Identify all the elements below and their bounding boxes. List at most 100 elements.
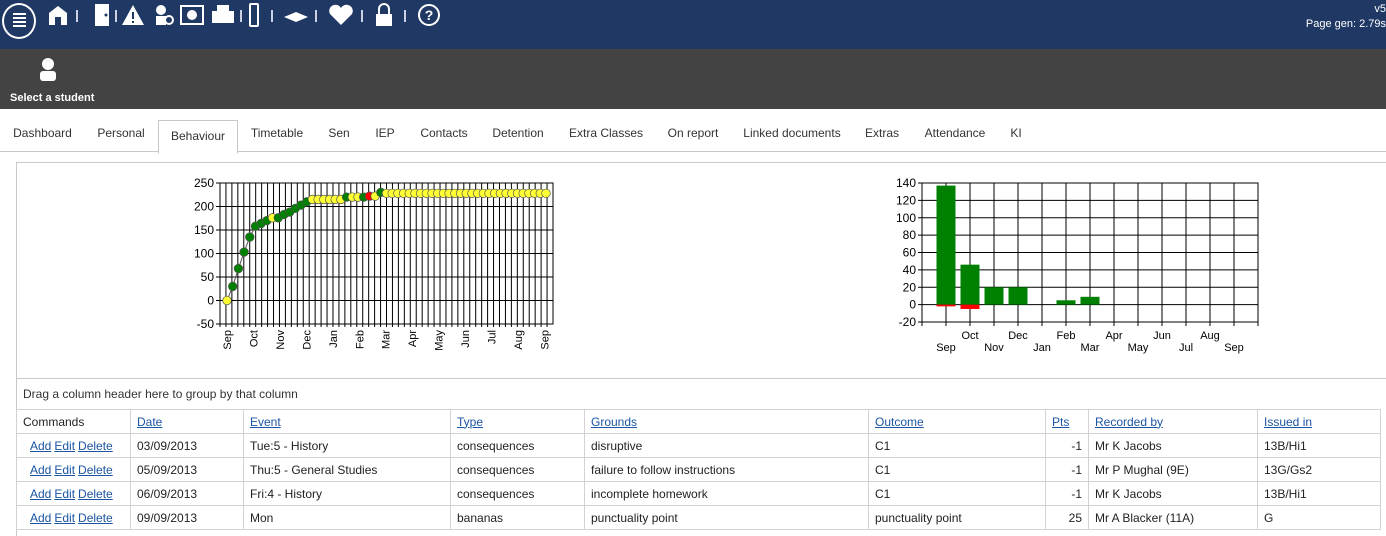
tab-ki[interactable]: KI <box>1010 126 1022 140</box>
type-cell: bananas <box>450 505 585 530</box>
event-header[interactable]: Event <box>243 409 451 434</box>
bar-chart-x-tick-label: Sep <box>1224 342 1244 354</box>
outcome-header-link[interactable]: Outcome <box>875 414 924 429</box>
line-chart-x-tick-label: Nov <box>275 330 287 350</box>
line-chart-x-tick-label: Jul <box>487 330 499 344</box>
bar-chart-y-tick-label: -20 <box>899 315 917 329</box>
type-cell: consequences <box>450 457 585 482</box>
issued-in-header-link[interactable]: Issued in <box>1264 414 1313 429</box>
edit-link[interactable]: Edit <box>54 486 76 501</box>
menu-icon[interactable] <box>2 3 36 39</box>
line-chart-x-tick-label: Dec <box>301 330 313 350</box>
issued-in-cell: 13B/Hi1 <box>1257 433 1381 458</box>
grounds-cell: punctuality point <box>584 505 869 530</box>
line-chart-y-tick-label: 0 <box>207 294 214 308</box>
tab-linked-documents[interactable]: Linked documents <box>743 126 841 140</box>
lock-icon[interactable] <box>374 3 394 27</box>
tab-sen[interactable]: Sen <box>328 126 350 140</box>
heart-icon[interactable] <box>328 3 354 27</box>
delete-link[interactable]: Delete <box>78 462 113 477</box>
issued-in-cell: G <box>1257 505 1381 530</box>
grounds-cell: disruptive <box>584 433 869 458</box>
row-commands: Add Edit Delete <box>16 505 131 530</box>
book-icon[interactable] <box>283 3 309 27</box>
event-cell: Fri:4 - History <box>243 481 451 506</box>
print-icon[interactable] <box>210 3 236 27</box>
tab-bar: Dashboard Personal Behaviour Timetable S… <box>0 118 1386 154</box>
line-chart-x-tick-label: Sep <box>539 330 551 350</box>
grounds-header[interactable]: Grounds <box>584 409 869 434</box>
pts-header-link[interactable]: Pts <box>1052 414 1070 429</box>
row-commands: Add Edit Delete <box>16 481 131 506</box>
school-icon[interactable] <box>47 3 69 27</box>
line-chart-x-tick-label: Apr <box>407 330 419 347</box>
tab-iep[interactable]: IEP <box>375 126 395 140</box>
delete-link[interactable]: Delete <box>78 438 113 453</box>
add-link[interactable]: Add <box>30 510 52 525</box>
bar-chart-y-tick-label: 120 <box>896 193 916 207</box>
recorded-by-cell: Mr A Blacker (11A) <box>1088 505 1258 530</box>
date-cell: 09/09/2013 <box>130 505 244 530</box>
bar-chart-bar <box>936 304 956 307</box>
recorded-by-header[interactable]: Recorded by <box>1088 409 1258 434</box>
bar-chart-x-tick-label: Jun <box>1153 330 1171 342</box>
outcome-header[interactable]: Outcome <box>868 409 1046 434</box>
pts-header[interactable]: Pts <box>1045 409 1089 434</box>
line-chart-point <box>541 188 551 198</box>
warning-icon[interactable] <box>121 3 145 27</box>
info-icon[interactable] <box>180 3 204 27</box>
tab-dashboard[interactable]: Dashboard <box>13 126 72 140</box>
date-cell: 05/09/2013 <box>130 457 244 482</box>
group-by-hint[interactable]: Drag a column header here to group by th… <box>16 378 1386 409</box>
row-commands: Add Edit Delete <box>16 433 131 458</box>
tab-extras[interactable]: Extras <box>864 126 899 140</box>
event-cell: Mon <box>243 505 451 530</box>
pts-cell: 25 <box>1045 505 1089 530</box>
date-header[interactable]: Date <box>130 409 244 434</box>
recorded-by-header-link[interactable]: Recorded by <box>1095 414 1164 429</box>
tab-attendance[interactable]: Attendance <box>924 126 986 140</box>
tab-on-report[interactable]: On report <box>667 126 719 140</box>
tab-timetable[interactable]: Timetable <box>250 126 304 140</box>
recorded-by-cell: Mr P Mughal (9E) <box>1088 457 1258 482</box>
delete-link[interactable]: Delete <box>78 486 113 501</box>
delete-link[interactable]: Delete <box>78 510 113 525</box>
issued-in-header[interactable]: Issued in <box>1257 409 1381 434</box>
line-chart-x-tick-label: Mar <box>381 330 393 349</box>
type-header-link[interactable]: Type <box>457 414 484 429</box>
student-icon[interactable] <box>36 57 60 83</box>
line-chart-point <box>233 263 244 274</box>
help-icon[interactable]: ? <box>417 3 441 27</box>
event-header-link[interactable]: Event <box>250 414 281 429</box>
search-student-icon[interactable] <box>153 3 175 27</box>
bar-chart-x-tick-label: Oct <box>961 330 978 342</box>
mobile-icon[interactable] <box>248 3 260 27</box>
edit-link[interactable]: Edit <box>54 438 76 453</box>
add-link[interactable]: Add <box>30 438 52 453</box>
bar-chart-bar <box>960 304 980 309</box>
line-chart-y-tick-label: 100 <box>194 247 214 261</box>
tab-behaviour[interactable]: Behaviour <box>158 120 238 154</box>
grounds-header-link[interactable]: Grounds <box>591 414 638 429</box>
bar-chart-y-tick-label: 100 <box>896 211 916 225</box>
tab-contacts[interactable]: Contacts <box>420 126 468 140</box>
page-gen-label: Page gen: 2.79s <box>1305 18 1386 30</box>
select-student-label[interactable]: Select a student <box>10 92 95 104</box>
type-header[interactable]: Type <box>450 409 585 434</box>
event-cell: Thu:5 - General Studies <box>243 457 451 482</box>
table-row: Add Edit Delete 09/09/2013 Mon bananas pun… <box>16 505 1381 530</box>
add-link[interactable]: Add <box>30 462 52 477</box>
bar-chart-x-tick-label: Dec <box>1008 330 1028 342</box>
door-icon[interactable] <box>93 3 111 27</box>
edit-link[interactable]: Edit <box>54 510 76 525</box>
commands-header: Commands <box>16 409 131 434</box>
tab-personal[interactable]: Personal <box>97 126 145 140</box>
line-chart-x-tick-label: Oct <box>248 330 260 347</box>
tab-detention[interactable]: Detention <box>492 126 544 140</box>
bar-chart-x-tick-label: Jan <box>1033 342 1051 354</box>
date-header-link[interactable]: Date <box>137 414 163 429</box>
edit-link[interactable]: Edit <box>54 462 76 477</box>
add-link[interactable]: Add <box>30 486 52 501</box>
tab-extra-classes[interactable]: Extra Classes <box>568 126 644 140</box>
recorded-by-cell: Mr K Jacobs <box>1088 433 1258 458</box>
